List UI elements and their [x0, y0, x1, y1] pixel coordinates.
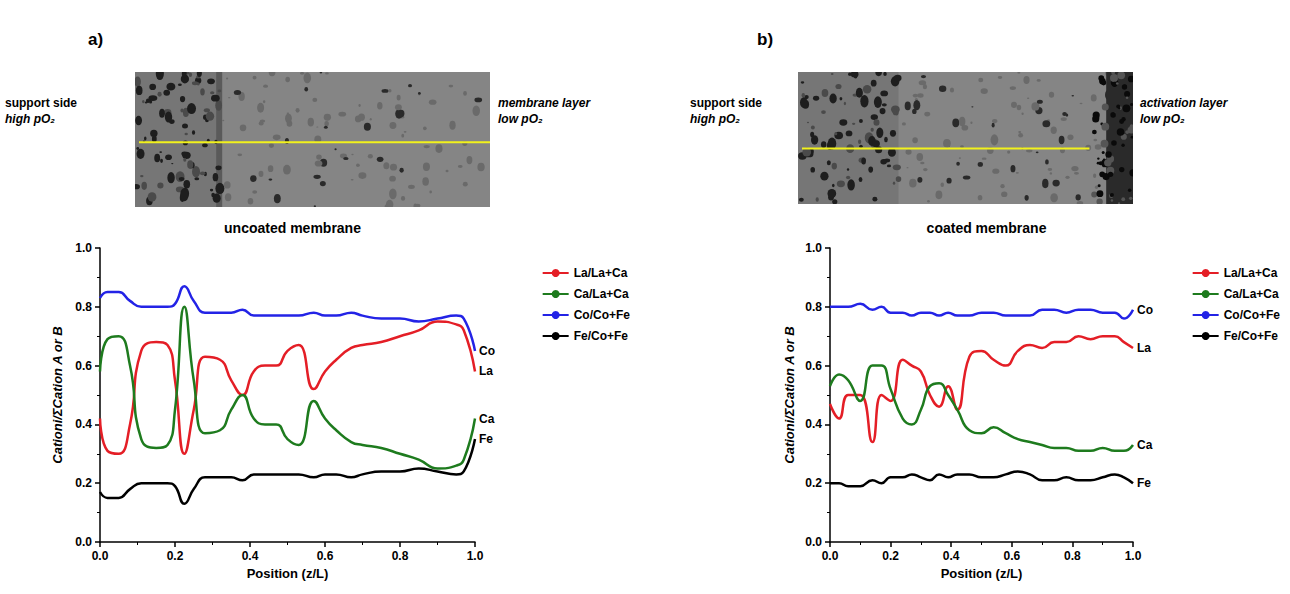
svg-text:0.2: 0.2	[882, 549, 899, 563]
svg-text:0.6: 0.6	[805, 359, 822, 373]
svg-text:1.0: 1.0	[805, 241, 822, 255]
svg-text:Ca: Ca	[479, 412, 495, 426]
svg-text:0.6: 0.6	[75, 359, 92, 373]
svg-text:Position (z/L): Position (z/L)	[247, 566, 329, 581]
svg-text:uncoated membrane: uncoated membrane	[224, 220, 361, 236]
svg-text:La/La+Ca: La/La+Ca	[574, 266, 628, 280]
svg-text:0.6: 0.6	[317, 549, 334, 563]
html-text:activation layer: activation layer	[1140, 96, 1228, 110]
svg-text:0.2: 0.2	[167, 549, 184, 563]
svg-text:Fe/Co+Fe: Fe/Co+Fe	[574, 329, 629, 343]
svg-text:0.2: 0.2	[805, 476, 822, 490]
svg-text:Co/Co+Fe: Co/Co+Fe	[574, 308, 631, 322]
svg-text:La/La+Ca: La/La+Ca	[1224, 266, 1278, 280]
svg-text:1.0: 1.0	[75, 241, 92, 255]
svg-text:Fe: Fe	[479, 432, 493, 446]
svg-text:0.0: 0.0	[92, 549, 109, 563]
svg-text:Ca/La+Ca: Ca/La+Ca	[1224, 287, 1279, 301]
svg-text:0.0: 0.0	[75, 535, 92, 549]
svg-text:0.6: 0.6	[1003, 549, 1020, 563]
html-text:low pO₂: low pO₂	[498, 112, 543, 126]
svg-text:0.8: 0.8	[805, 300, 822, 314]
svg-text:Co/Co+Fe: Co/Co+Fe	[1224, 308, 1281, 322]
svg-text:0.0: 0.0	[822, 549, 839, 563]
html-text:high pO₂: high pO₂	[690, 112, 740, 126]
svg-text:Cationi/ΣCation A or B: Cationi/ΣCation A or B	[782, 326, 797, 463]
svg-text:Co: Co	[479, 344, 495, 358]
svg-text:0.4: 0.4	[943, 549, 960, 563]
html-text:support side: support side	[5, 96, 77, 110]
svg-text:Cationi/ΣCation A or B: Cationi/ΣCation A or B	[50, 326, 65, 463]
html-text:b): b)	[757, 30, 773, 49]
html-text:membrane layer: membrane layer	[498, 96, 591, 110]
svg-text:Position (z/L): Position (z/L)	[941, 566, 1023, 581]
svg-text:coated membrane: coated membrane	[927, 220, 1047, 236]
html-text:low pO₂: low pO₂	[1140, 112, 1185, 126]
svg-text:0.4: 0.4	[805, 417, 822, 431]
svg-text:0.2: 0.2	[75, 476, 92, 490]
svg-text:0.0: 0.0	[805, 535, 822, 549]
svg-text:0.8: 0.8	[392, 549, 409, 563]
svg-text:0.4: 0.4	[75, 417, 92, 431]
svg-text:Fe: Fe	[1137, 476, 1151, 490]
html-text:a): a)	[88, 30, 104, 49]
svg-text:Co: Co	[1137, 303, 1153, 317]
svg-text:0.8: 0.8	[1064, 549, 1081, 563]
svg-text:Ca/La+Ca: Ca/La+Ca	[574, 287, 629, 301]
svg-text:1.0: 1.0	[1125, 549, 1142, 563]
svg-text:La: La	[479, 364, 493, 378]
html-text:high pO₂: high pO₂	[5, 112, 55, 126]
html-text:support side: support side	[690, 96, 762, 110]
svg-text:0.8: 0.8	[75, 300, 92, 314]
svg-text:La: La	[1137, 341, 1151, 355]
svg-text:Ca: Ca	[1137, 438, 1153, 452]
svg-text:1.0: 1.0	[467, 549, 484, 563]
svg-text:0.4: 0.4	[242, 549, 259, 563]
svg-text:Fe/Co+Fe: Fe/Co+Fe	[1224, 329, 1279, 343]
